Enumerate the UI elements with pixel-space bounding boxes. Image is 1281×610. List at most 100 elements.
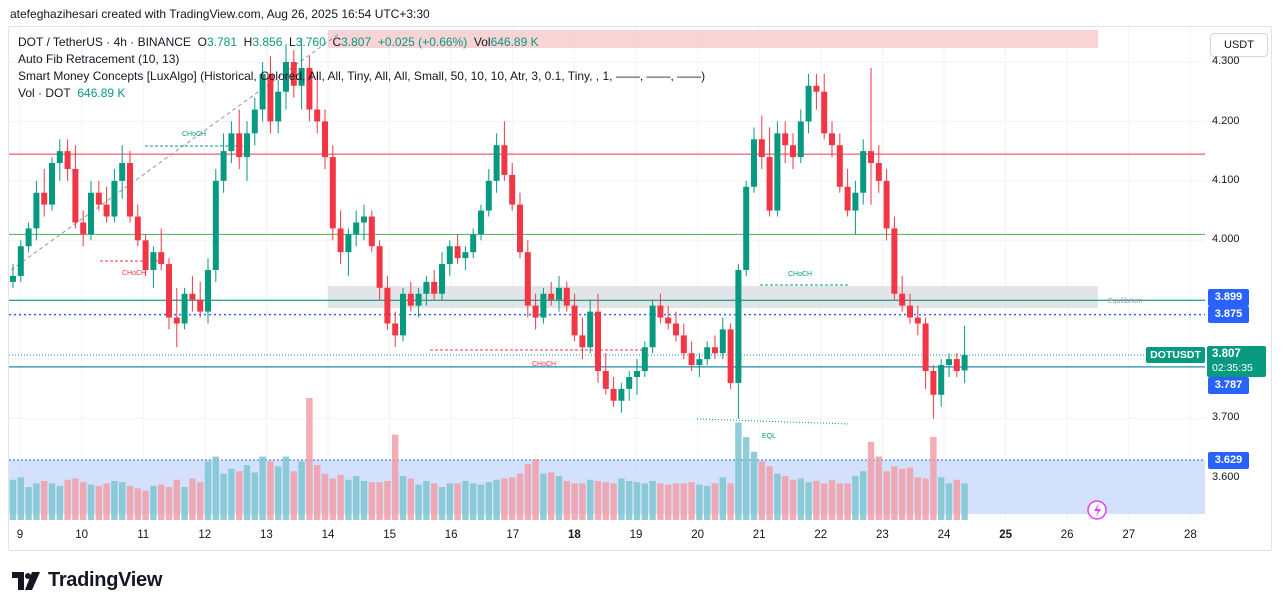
volume-bar <box>48 483 56 520</box>
volume-bar <box>743 437 750 520</box>
legend-open: 3.781 <box>206 35 237 49</box>
price-tick: 3.600 <box>1212 471 1240 483</box>
volume-bar <box>672 483 680 520</box>
volume-bar <box>594 480 602 520</box>
volume-bar <box>212 456 219 520</box>
volume-bar <box>80 482 87 520</box>
candle-body <box>548 293 555 300</box>
volume-bar <box>438 487 446 520</box>
candle-body <box>961 354 968 371</box>
candle-body <box>400 293 406 336</box>
volume-bar <box>961 483 968 520</box>
volume-bar <box>376 482 383 520</box>
volume-bar <box>914 477 921 520</box>
time-tick: 23 <box>875 529 889 541</box>
legend-vol-label: Vol <box>473 35 491 49</box>
volume-bar <box>860 471 867 520</box>
candle-body <box>166 264 172 318</box>
volume-bar <box>727 483 734 520</box>
volume-bar <box>579 483 586 520</box>
volume-bar <box>314 465 321 520</box>
volume-bar <box>150 485 157 520</box>
volume-bar <box>197 482 204 520</box>
volume-bar <box>33 483 40 520</box>
symbol-tag: DOTUSDT <box>1146 347 1205 363</box>
volume-bar <box>875 456 882 520</box>
equilibrium-zone <box>328 286 1098 308</box>
price-level-badge: 3.875 <box>1208 306 1249 323</box>
candle-body <box>946 359 952 366</box>
time-tick: 18 <box>567 529 581 541</box>
volume-bar <box>298 461 305 520</box>
volume-bar <box>407 478 414 520</box>
candle-body <box>532 305 539 318</box>
volume-bar <box>509 477 516 520</box>
volume-bar <box>587 479 594 520</box>
volume-bar <box>704 485 711 520</box>
candle-body <box>173 317 180 324</box>
volume-bar <box>56 485 63 520</box>
volume-bar <box>204 461 212 520</box>
candle-body <box>236 133 243 158</box>
symbol-legend[interactable]: DOT / TetherUS · 4h · BINANCE O3.781 H3.… <box>18 34 539 50</box>
candle-body <box>907 305 913 318</box>
volume-bar <box>813 480 820 520</box>
choch-label: CHoCH <box>788 271 812 278</box>
candle-body <box>127 163 133 217</box>
price-tick: 4.100 <box>1212 174 1240 186</box>
smc-indicator-legend[interactable]: Smart Money Concepts [LuxAlgo] (Historic… <box>18 69 706 83</box>
candle-body <box>64 151 71 169</box>
volume-bar <box>165 487 173 520</box>
price-tick: 4.000 <box>1212 233 1240 245</box>
volume-bar <box>282 456 290 520</box>
fib-indicator-legend[interactable]: Auto Fib Retracement (10, 13) <box>18 52 180 66</box>
volume-bar <box>852 476 859 520</box>
candle-body <box>953 359 960 372</box>
candle-body <box>836 145 843 187</box>
time-tick: 19 <box>629 529 643 541</box>
tradingview-logo[interactable]: TradingView <box>12 569 162 592</box>
candle-body <box>852 192 859 211</box>
volume-bar <box>953 479 960 520</box>
volume-bar <box>236 471 243 520</box>
time-tick: 26 <box>1060 529 1074 541</box>
candle-body <box>17 246 24 276</box>
candle-body <box>509 174 516 205</box>
candle-body <box>618 388 625 401</box>
last-price-box: 3.807 02:35:35 <box>1207 346 1266 377</box>
candle-body <box>626 376 633 389</box>
volume-bar <box>493 479 500 520</box>
candle-body <box>501 145 508 175</box>
price-level-badge: 3.787 <box>1208 377 1249 394</box>
candle-body <box>579 335 586 348</box>
volume-bar <box>392 434 399 520</box>
candle-body <box>134 216 141 241</box>
volume-indicator-legend[interactable]: Vol · DOT 646.89 K <box>18 85 125 101</box>
volume-bar <box>415 484 422 520</box>
candle-body <box>49 163 55 205</box>
currency-button[interactable]: USDT <box>1210 33 1268 57</box>
credit-text: atefeghazihesari created with TradingVie… <box>10 7 430 21</box>
time-tick: 14 <box>321 529 335 541</box>
candle-body <box>797 121 804 158</box>
candle-body <box>470 234 477 253</box>
volume-bar <box>142 490 149 520</box>
candle-body <box>914 317 921 324</box>
candle-body <box>251 109 258 134</box>
candle-body <box>493 145 500 181</box>
volume-bar <box>540 473 547 520</box>
legend-low: 3.760 <box>295 35 326 49</box>
volume-bar <box>750 451 758 520</box>
volume-bar <box>477 484 485 520</box>
tradingview-logo-icon <box>12 571 40 590</box>
volume-bar <box>906 467 914 520</box>
candle-body <box>813 85 820 92</box>
candle-body <box>368 216 375 247</box>
volume-bar <box>657 483 664 520</box>
candle-body <box>306 67 313 110</box>
candle-body <box>142 240 149 270</box>
volume-bar <box>618 478 625 520</box>
candle-body <box>524 252 531 306</box>
candle-body <box>649 305 656 348</box>
